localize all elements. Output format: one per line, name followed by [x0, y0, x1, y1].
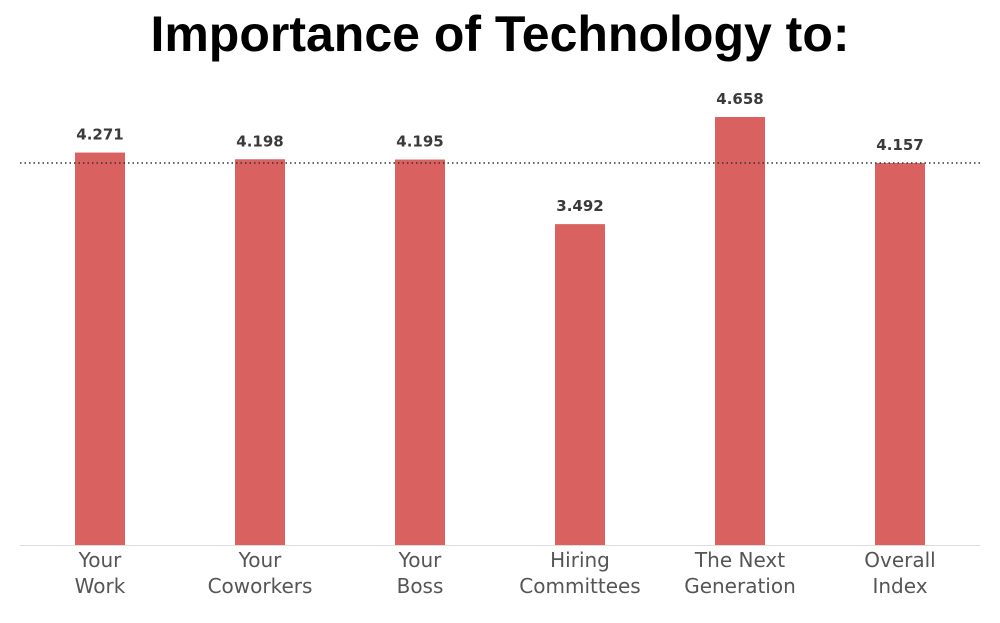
value-label-4: 4.658	[716, 90, 763, 108]
value-label-2: 4.195	[396, 133, 443, 151]
bar-3	[555, 224, 605, 546]
category-label-0-line-1: Work	[75, 574, 126, 598]
category-label-0-line-0: Your	[78, 548, 122, 572]
bar-1	[235, 159, 285, 545]
value-label-5: 4.157	[876, 136, 923, 154]
bar-4	[715, 117, 765, 545]
category-label-2-line-1: Boss	[397, 574, 444, 598]
value-label-3: 3.492	[556, 197, 603, 215]
chart-title: Importance of Technology to:	[150, 6, 850, 62]
category-label-2-line-0: Your	[398, 548, 442, 572]
category-label-4-line-0: The Next	[694, 548, 785, 572]
category-label-1-line-0: Your	[238, 548, 282, 572]
bar-0	[75, 152, 125, 546]
category-label-4-line-1: Generation	[684, 574, 796, 598]
category-label-5-line-1: Index	[872, 574, 927, 598]
bar-2	[395, 159, 445, 545]
category-labels-layer: YourWorkYourCoworkersYourBossHiringCommi…	[75, 548, 936, 598]
bars-layer	[75, 117, 925, 546]
category-label-3-line-1: Committees	[519, 574, 640, 598]
category-label-1-line-1: Coworkers	[208, 574, 313, 598]
category-label-3-line-0: Hiring	[550, 548, 610, 572]
value-labels-layer: 4.271 4.198 4.195 3.492 4.658 4.157	[76, 90, 923, 215]
category-label-5-line-0: Overall	[864, 548, 935, 572]
value-label-0: 4.271	[76, 126, 123, 144]
bar-5	[875, 163, 925, 545]
value-label-1: 4.198	[236, 132, 283, 150]
